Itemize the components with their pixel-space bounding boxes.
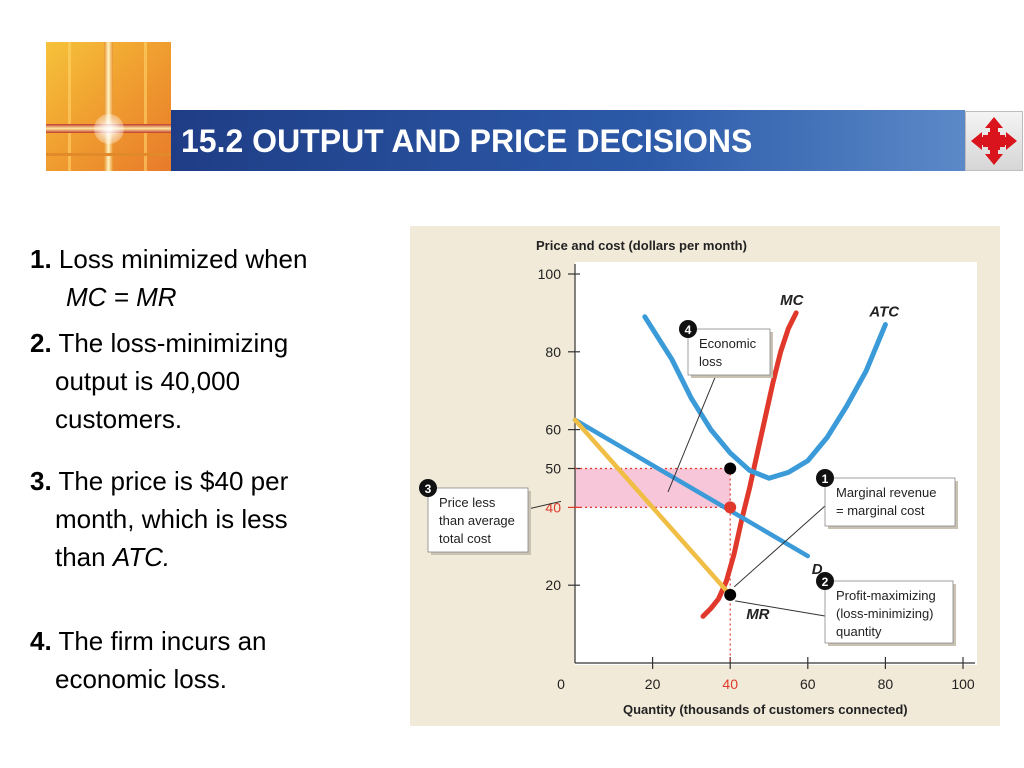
curve-atc bbox=[642, 314, 888, 481]
chart-panel: Price and cost (dollars per month) Quant… bbox=[410, 226, 1000, 726]
callout-number: 3 bbox=[425, 482, 432, 496]
point-text: output is 40,000 bbox=[55, 366, 241, 396]
curve-mc bbox=[700, 310, 799, 619]
point-number: 4. bbox=[30, 626, 52, 656]
point-text-italic: ATC. bbox=[112, 542, 171, 572]
point-text: The loss-minimizing bbox=[58, 328, 289, 358]
point-text: Loss minimized when bbox=[58, 244, 308, 274]
callout-text: = marginal cost bbox=[836, 503, 925, 518]
callout-badge bbox=[419, 479, 437, 497]
curve-label-mc: MC bbox=[780, 292, 804, 309]
y-tick-label: 80 bbox=[545, 344, 561, 360]
callout-leader-line bbox=[527, 500, 562, 510]
point-number: 2. bbox=[30, 328, 52, 358]
callout-text: Profit-maximizing bbox=[836, 588, 936, 603]
point-number: 1. bbox=[30, 244, 52, 274]
callout-number: 4 bbox=[685, 323, 692, 337]
x-axis-label: Quantity (thousands of customers connect… bbox=[623, 702, 908, 717]
economic-loss-region bbox=[575, 468, 731, 508]
curve-label-atc: ATC bbox=[868, 304, 900, 321]
point-text: than bbox=[55, 542, 113, 572]
y-axis-label: Price and cost (dollars per month) bbox=[536, 238, 747, 253]
page-title: 15.2 OUTPUT AND PRICE DECISIONS bbox=[181, 123, 753, 159]
point-text: economic loss. bbox=[55, 664, 227, 694]
chart-point bbox=[724, 462, 737, 475]
callout-text: Marginal revenue bbox=[836, 485, 936, 500]
cost-curve-chart: Price and cost (dollars per month) Quant… bbox=[419, 238, 977, 717]
point-text: The firm incurs an bbox=[58, 626, 267, 656]
point-2: 2. The loss-minimizing output is 40,000 … bbox=[30, 324, 400, 438]
callout-badge bbox=[816, 469, 834, 487]
x-tick-label: 80 bbox=[878, 676, 894, 692]
point-text: customers. bbox=[55, 404, 183, 434]
callout-text: quantity bbox=[836, 624, 882, 639]
point-4: 4. The firm incurs an economic loss. bbox=[30, 622, 400, 698]
callout-text: loss bbox=[699, 354, 723, 369]
x-tick-label: 0 bbox=[557, 676, 565, 692]
x-tick-label: 100 bbox=[951, 676, 975, 692]
callout-badge bbox=[816, 572, 834, 590]
callout-leader-line bbox=[733, 505, 826, 588]
callout-text: than average bbox=[439, 513, 515, 528]
chart-point bbox=[724, 588, 737, 601]
callout-box bbox=[687, 328, 771, 376]
title-bar: 15.2 OUTPUT AND PRICE DECISIONS bbox=[171, 110, 965, 171]
callout-box bbox=[824, 477, 956, 527]
navigation-button[interactable] bbox=[965, 111, 1023, 171]
point-text: month, which is less bbox=[55, 504, 288, 534]
callout-badge bbox=[679, 320, 697, 338]
slide-logo bbox=[46, 42, 171, 171]
callout-leader-line bbox=[735, 600, 826, 617]
x-tick-label: 40 bbox=[722, 676, 738, 692]
y-tick-label: 60 bbox=[545, 422, 561, 438]
chart-point bbox=[724, 501, 737, 514]
callout-number: 1 bbox=[822, 472, 829, 486]
x-tick-label: 20 bbox=[645, 676, 661, 692]
callout-box bbox=[824, 580, 954, 644]
x-tick-label: 60 bbox=[800, 676, 816, 692]
curve-d bbox=[572, 417, 811, 559]
point-text-italic: MC = MR bbox=[66, 282, 177, 312]
callout-number: 2 bbox=[822, 575, 829, 589]
curve-mr bbox=[572, 417, 733, 598]
callout-leader-line bbox=[667, 374, 717, 493]
callout-text: Economic bbox=[699, 336, 757, 351]
callout-text: total cost bbox=[439, 531, 491, 546]
y-tick-label: 20 bbox=[545, 577, 561, 593]
move-arrows-icon bbox=[971, 117, 1017, 165]
y-tick-label: 40 bbox=[545, 499, 561, 515]
callout-text: Price less bbox=[439, 495, 496, 510]
callout-box bbox=[427, 487, 529, 553]
curve-label-mr: MR bbox=[746, 606, 769, 623]
point-number: 3. bbox=[30, 466, 52, 496]
point-1: 1. Loss minimized when MC = MR bbox=[30, 240, 400, 316]
y-tick-label: 100 bbox=[538, 266, 562, 282]
callout-text: (loss-minimizing) bbox=[836, 606, 934, 621]
curve-label-d: D bbox=[812, 561, 823, 578]
y-tick-label: 50 bbox=[545, 461, 561, 477]
point-text: The price is $40 per bbox=[58, 466, 289, 496]
point-3: 3. The price is $40 per month, which is … bbox=[30, 462, 400, 576]
